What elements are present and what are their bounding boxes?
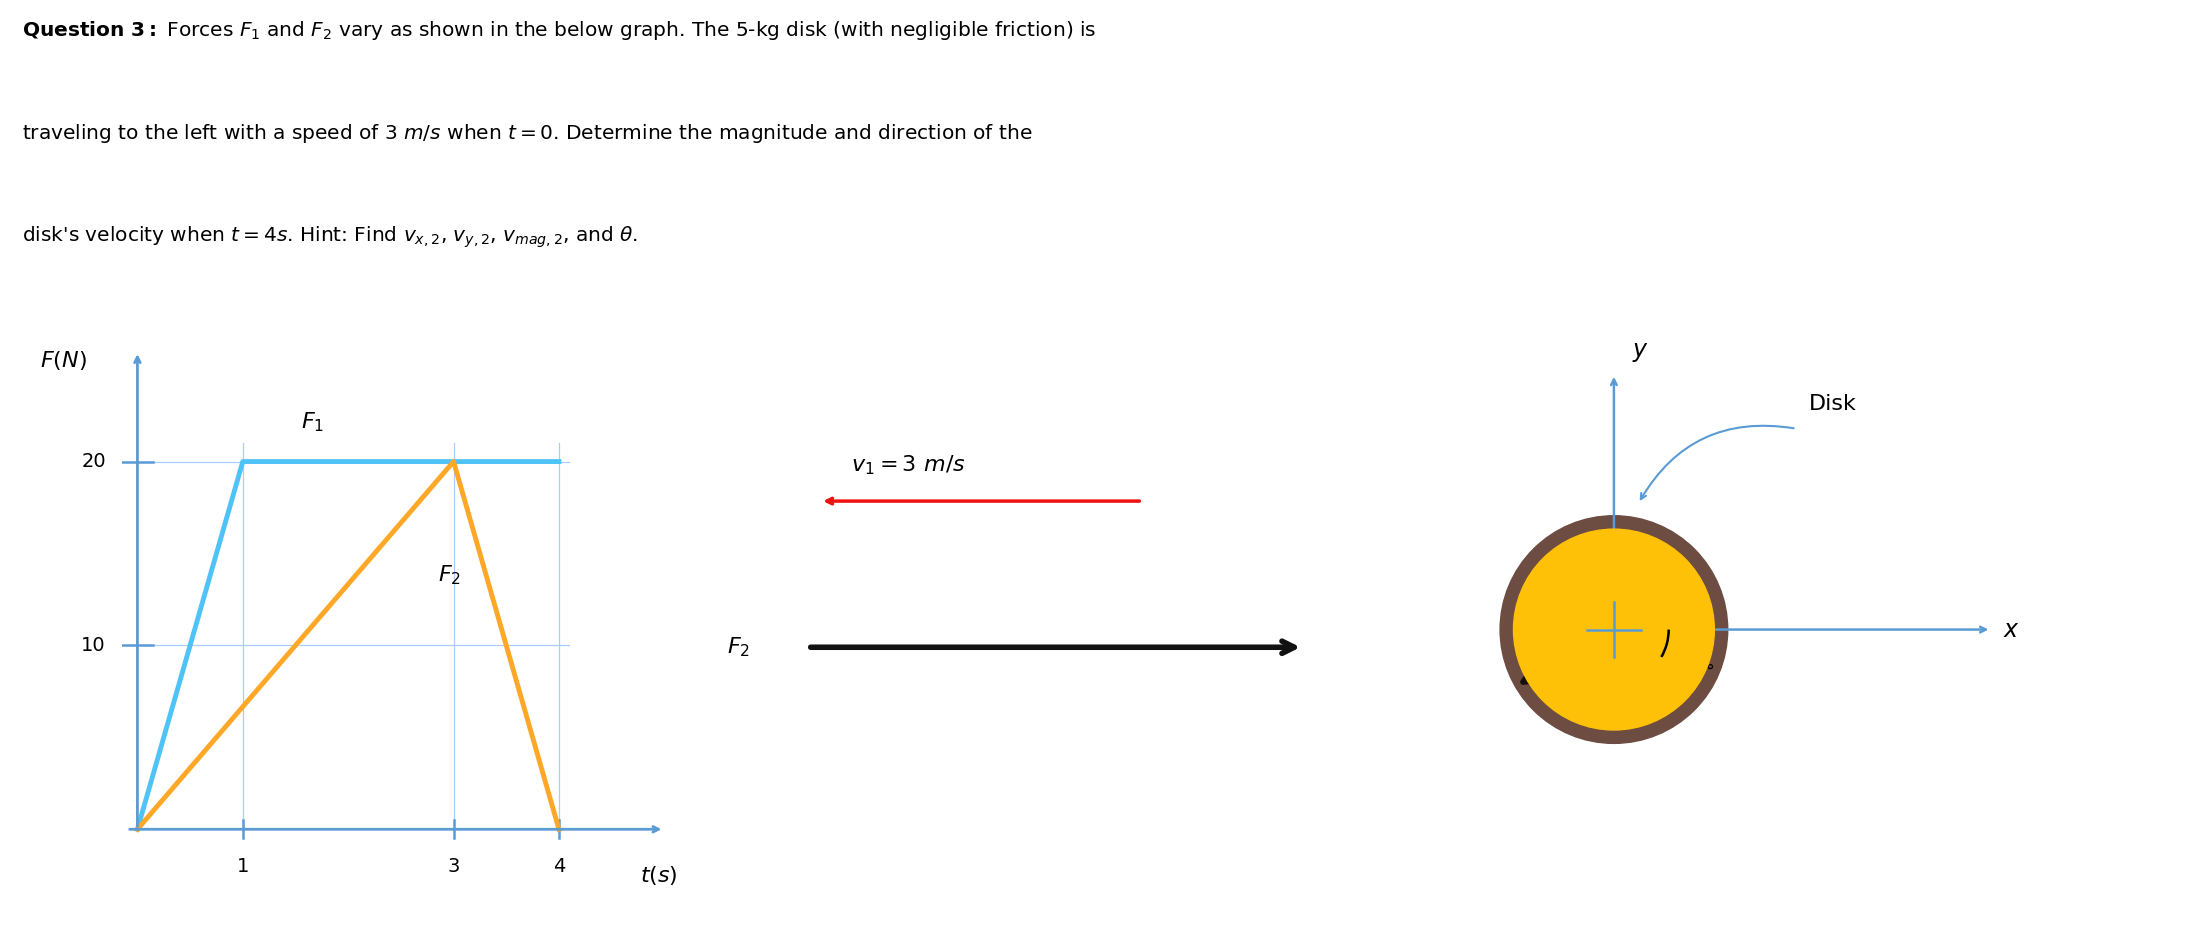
Text: 30°: 30° xyxy=(1685,663,1716,681)
Text: 10: 10 xyxy=(82,636,106,655)
Text: Disk: Disk xyxy=(1809,395,1857,415)
Text: 3: 3 xyxy=(447,857,460,876)
Text: $F_1$: $F_1$ xyxy=(301,411,325,434)
Text: $\bf{Question\ 3:}$ Forces $F_1$ and $F_2$ vary as shown in the below graph. The: $\bf{Question\ 3:}$ Forces $F_1$ and $F_… xyxy=(22,19,1097,42)
Text: $v_1 = 3\ m/s$: $v_1 = 3\ m/s$ xyxy=(851,454,966,477)
Text: x: x xyxy=(2003,617,2016,642)
Text: $F(N)$: $F(N)$ xyxy=(40,349,86,372)
Text: $F_2$: $F_2$ xyxy=(727,635,750,659)
Text: 4: 4 xyxy=(553,857,566,876)
Text: $F_2$: $F_2$ xyxy=(438,563,460,587)
Text: 20: 20 xyxy=(82,452,106,471)
Text: y: y xyxy=(1632,338,1647,361)
Circle shape xyxy=(1515,529,1714,730)
Text: 1: 1 xyxy=(237,857,250,876)
Text: disk's velocity when $t = 4s$. Hint: Find $v_{x,2}$, $v_{y,2}$, $v_{mag,2}$, and: disk's velocity when $t = 4s$. Hint: Fin… xyxy=(22,224,639,250)
Circle shape xyxy=(1499,515,1727,744)
Text: $t(s)$: $t(s)$ xyxy=(641,864,679,886)
Text: traveling to the left with a speed of 3 $m/s$ when $t = 0$. Determine the magnit: traveling to the left with a speed of 3 … xyxy=(22,122,1033,145)
Text: $F_1$: $F_1$ xyxy=(1660,638,1683,661)
